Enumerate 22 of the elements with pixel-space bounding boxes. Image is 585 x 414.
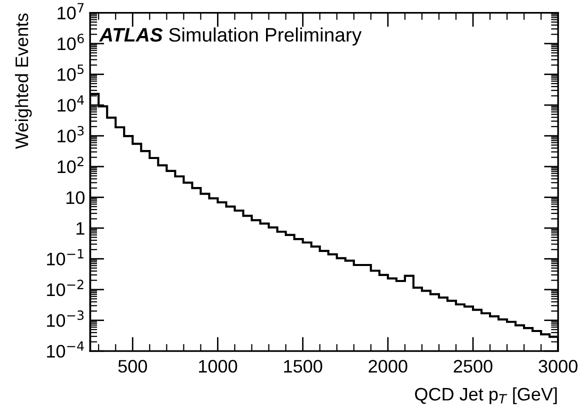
x-tick-label: 1000: [199, 360, 238, 373]
annotation: Simulation Preliminary: [169, 27, 362, 46]
y-tick-label: 10$^{−2}$: [47, 280, 84, 296]
y-tick-label: 10$^{−3}$: [47, 310, 84, 327]
x-tick-label: 500: [118, 360, 147, 373]
y-axis-title: Weighted Events: [14, 13, 32, 149]
y-tick-label: 10: [66, 191, 85, 204]
x-tick-label: 2000: [368, 360, 408, 373]
y-tick-label: 10$^{5}$: [58, 64, 84, 81]
y-tick-label: 10$^{6}$: [58, 34, 84, 50]
y-tick-label: 10$^{2}$: [58, 156, 84, 174]
x-tick-label: 2500: [454, 360, 492, 373]
y-tick-label: 10$^{7}$: [58, 3, 84, 20]
x-axis-title: QCD Jet p$_{T}$ [GeV]: [415, 387, 557, 404]
x-tick-label: 3000: [538, 360, 578, 373]
y-tick-label: 1: [76, 222, 84, 235]
y-tick-label: 10$^{4}$: [58, 95, 84, 112]
y-tick-label: 10$^{−4}$: [47, 341, 84, 358]
annotation: ATLAS: [99, 28, 163, 42]
y-tick-label: 10$^{3}$: [58, 126, 84, 142]
y-tick-label: 10$^{−1}$: [47, 249, 84, 266]
x-tick-label: 1500: [284, 360, 322, 373]
